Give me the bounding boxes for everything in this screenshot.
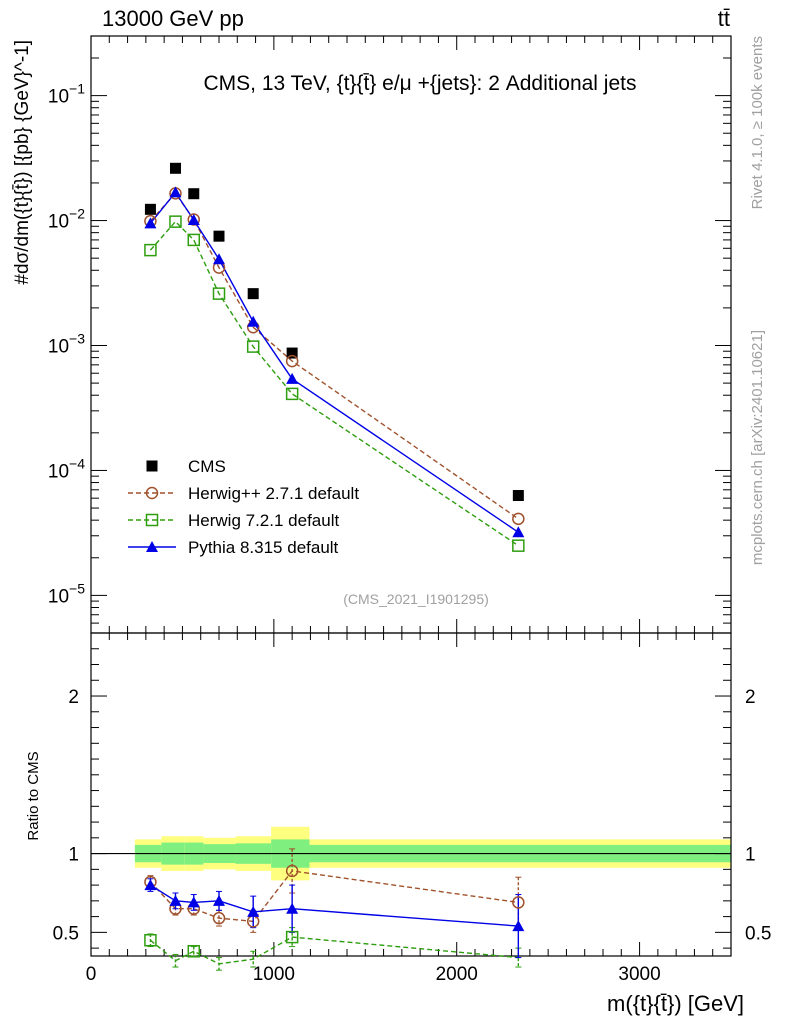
data-point [187, 214, 200, 226]
x-tick-label: 0 [86, 964, 97, 985]
ratio-y-tick-label: 1 [745, 845, 756, 866]
x-tick-label: 1000 [253, 964, 295, 985]
data-point [213, 230, 225, 242]
y-tick-label: 10−4 [48, 455, 85, 482]
ratio-point [247, 905, 260, 917]
rivet-label: Rivet 4.1.0, ≥ 100k events [749, 36, 766, 209]
ratio-point [512, 896, 525, 909]
ratio-y-tick-label: 0.5 [53, 923, 79, 944]
legend-label: Pythia 8.315 default [188, 538, 339, 557]
ratio-bands [91, 826, 731, 881]
y-tick-label: 10−2 [48, 206, 85, 233]
ratio-series-line [149, 870, 519, 923]
data-point [144, 203, 156, 215]
ratio-point [187, 945, 201, 958]
data-point [285, 387, 299, 401]
ratio-point [144, 879, 157, 891]
data-point [512, 490, 524, 502]
data-point [144, 243, 157, 257]
analysis-label: (CMS_2021_I1901295) [343, 591, 489, 607]
ratio-point [286, 902, 299, 914]
legend: CMS Herwig++ 2.7.1 default Herwig 7.2.1 de… [128, 457, 359, 557]
x-tick-label: 2000 [436, 964, 478, 985]
series-markers [144, 162, 525, 958]
plot-frames [90, 35, 732, 957]
ratio-series-line [150, 884, 519, 927]
series-line [149, 220, 519, 547]
legend-label: Herwig 7.2.1 default [188, 511, 339, 530]
data-point [188, 188, 200, 200]
data-point [169, 186, 182, 198]
ratio-y-tick-label: 2 [745, 687, 756, 708]
y-tick-label: 10−1 [48, 81, 85, 108]
ratio-point [285, 930, 299, 944]
ratio-plot-frame [90, 632, 732, 957]
energy-label: 13000 GeV pp [102, 6, 244, 31]
ratio-y-tick-label: 1 [68, 845, 79, 866]
legend-marker [145, 513, 159, 527]
data-point [512, 526, 525, 538]
data-point [286, 347, 298, 359]
legend-label: Herwig++ 2.7.1 default [188, 484, 359, 503]
ratio-point [212, 911, 226, 925]
data-point [169, 162, 181, 174]
data-point [286, 372, 299, 384]
ratio-series-line [149, 936, 519, 965]
ratio-y-tick-label: 2 [68, 687, 79, 708]
data-point [169, 215, 182, 228]
y-axis-label-main: #dσ/dm({t}{t̄}) [{pb} {GeV}^-1] [12, 40, 33, 285]
ratio-y-tick-label: 0.5 [745, 923, 771, 944]
legend-marker [146, 541, 158, 552]
x-axis-label: m({t}{t̄}) [GeV] [607, 991, 744, 1016]
legend-marker [145, 486, 159, 500]
data-point [247, 315, 260, 327]
main-plot-frame [90, 35, 732, 634]
legend-label: CMS [188, 457, 226, 476]
x-tick-label: 3000 [618, 964, 660, 985]
ratio-point [213, 894, 225, 906]
y-axis-label-ratio: Ratio to CMS [25, 751, 42, 840]
main-title: CMS, 13 TeV, {t}{t̄} e/μ +{jets}: 2 Addi… [204, 72, 637, 95]
process-label: tt̄ [717, 6, 730, 31]
data-point [285, 354, 299, 368]
legend-marker [146, 460, 158, 472]
data-point [512, 512, 525, 526]
y-tick-label: 10−3 [48, 331, 85, 358]
data-point [187, 233, 201, 247]
series-line [149, 191, 519, 533]
data-point [144, 217, 157, 229]
ratio-point [187, 896, 200, 908]
data-point [212, 287, 226, 300]
ratio-point [144, 933, 157, 947]
ratio-point [512, 920, 525, 932]
data-point [213, 253, 225, 265]
ratio-point [169, 894, 182, 906]
series-line [149, 192, 519, 520]
data-point [246, 340, 260, 353]
ratio-point [285, 864, 299, 878]
y-tick-label: 10−5 [48, 580, 85, 607]
data-point [247, 288, 259, 300]
mcplots-label: mcplots.cern.ch [arXiv:2401.10621] [749, 330, 766, 565]
data-point [512, 539, 525, 552]
